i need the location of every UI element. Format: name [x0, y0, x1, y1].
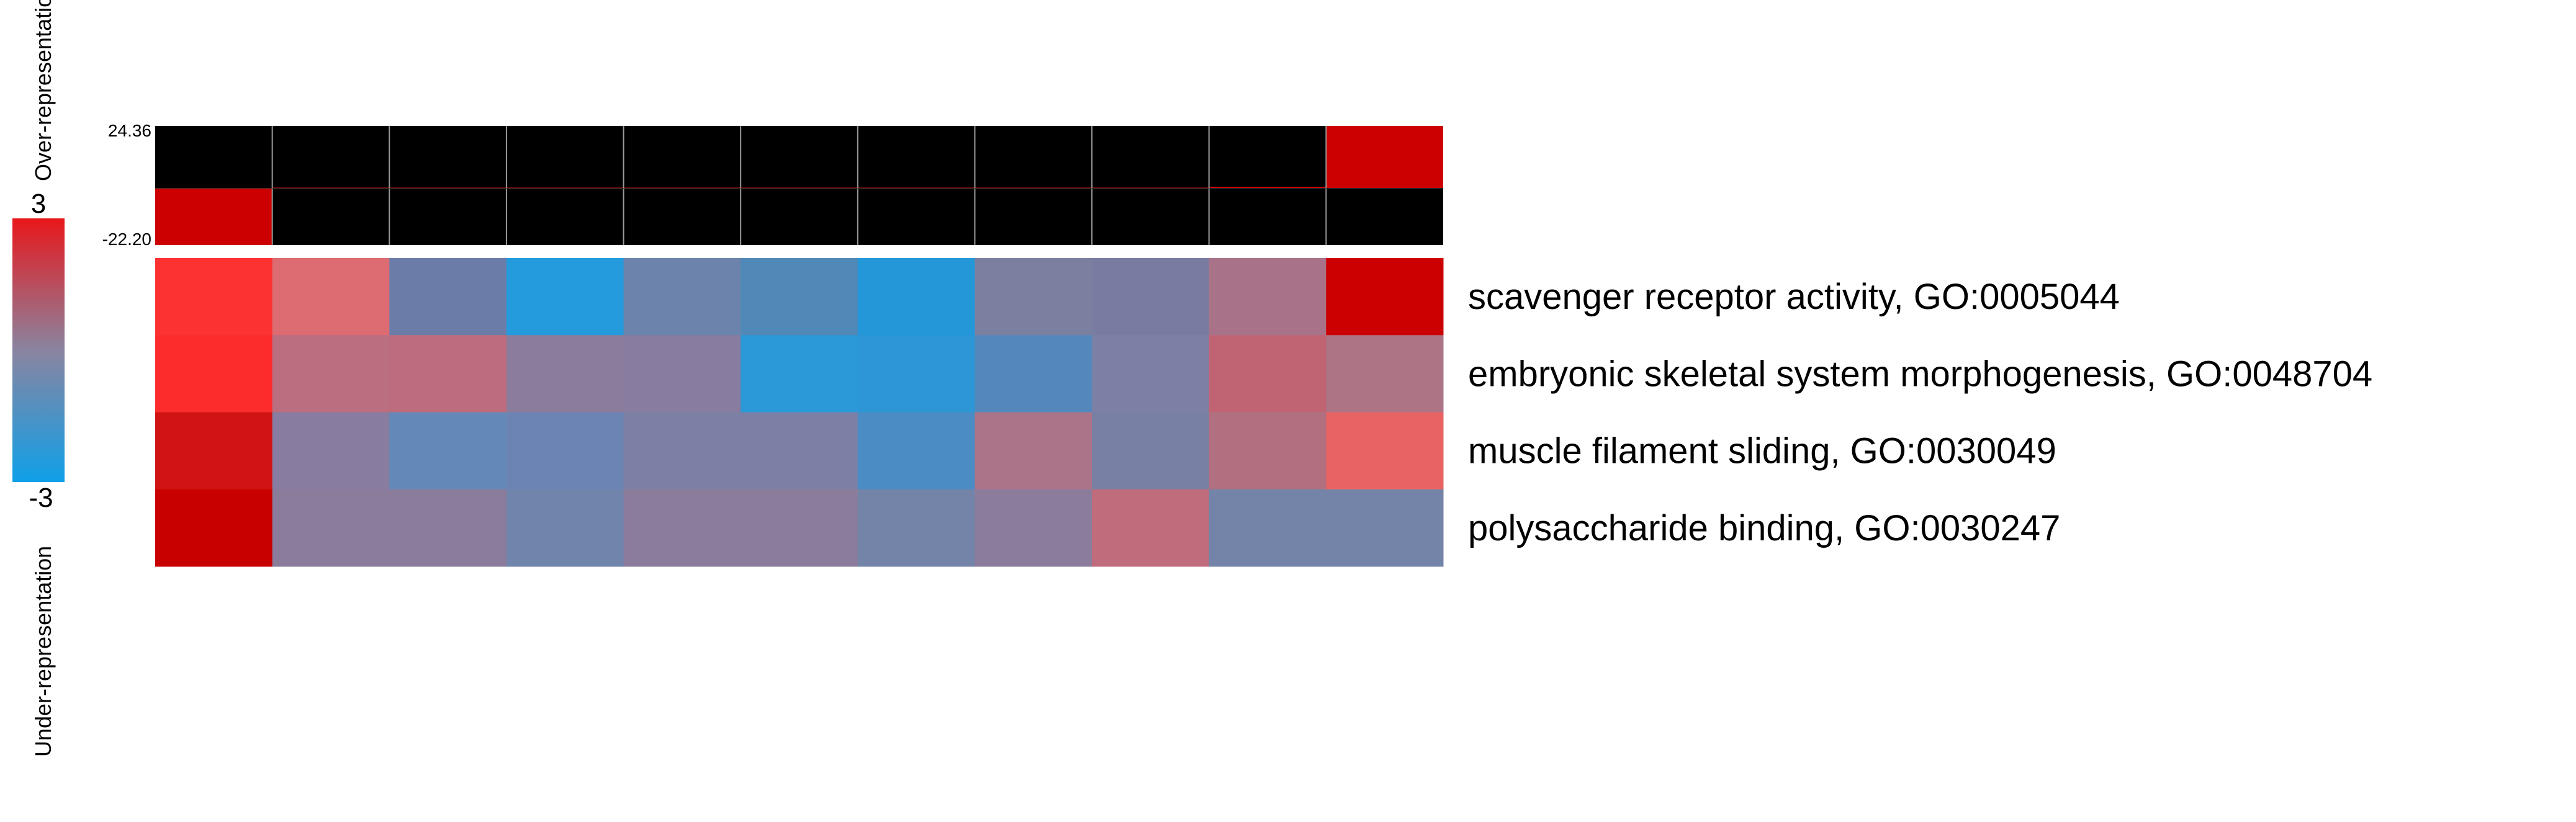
bar-min-label: -22.20 — [102, 230, 151, 249]
row-labels: scavenger receptor activity, GO:0005044 e… — [1468, 277, 2372, 548]
heatmap-cell — [1092, 412, 1210, 490]
heatmap-cell — [1092, 258, 1210, 336]
heatmap-cell — [272, 412, 390, 490]
bar-mark — [1326, 126, 1443, 189]
heatmap-cell — [741, 412, 858, 490]
bar-panel: 24.36 -22.20 — [102, 121, 1443, 249]
row-label: polysaccharide binding, GO:0030247 — [1468, 508, 2060, 548]
heatmap-cell — [155, 335, 273, 413]
heatmap-cell — [1326, 412, 1444, 490]
heatmap-cell — [857, 258, 975, 336]
heatmap-cells — [155, 258, 1444, 567]
heatmap-cell — [389, 489, 507, 567]
heatmap-cell — [389, 258, 507, 336]
heatmap-cell — [155, 258, 273, 336]
heatmap-cell — [623, 258, 741, 336]
bar-panel-background — [155, 126, 1443, 245]
heatmap-cell — [1209, 412, 1326, 490]
heatmap-cell — [741, 489, 858, 567]
heatmap-cell — [506, 258, 624, 336]
heatmap-cell — [857, 335, 975, 413]
heatmap-cell — [272, 489, 390, 567]
heatmap-cell — [975, 335, 1092, 413]
heatmap-cell — [741, 335, 858, 413]
heatmap-cell — [857, 489, 975, 567]
color-legend: Over-representation 3 -3 Under-represent… — [12, 0, 65, 757]
heatmap-cell — [623, 412, 741, 490]
heatmap-cell — [857, 412, 975, 490]
heatmap-cell — [272, 335, 390, 413]
heatmap-cell — [1209, 489, 1326, 567]
bar-mark — [1209, 186, 1326, 189]
legend-min-label: -3 — [29, 483, 53, 513]
heatmap-cell — [1209, 258, 1326, 336]
legend-max-label: 3 — [31, 189, 46, 219]
heatmap-cell — [1326, 335, 1444, 413]
legend-under-label: Under-representation — [30, 546, 56, 757]
row-label: embryonic skeletal system morphogenesis,… — [1468, 354, 2372, 394]
heatmap-cell — [975, 412, 1092, 490]
heatmap-cell — [623, 489, 741, 567]
heatmap-cell — [389, 412, 507, 490]
heatmap-cell — [1209, 335, 1326, 413]
legend-gradient-bar — [12, 218, 65, 482]
heatmap-cell — [272, 258, 390, 336]
heatmap-cell — [1092, 335, 1210, 413]
heatmap-cell — [975, 258, 1092, 336]
bar-max-label: 24.36 — [108, 121, 151, 140]
heatmap-cell — [1326, 258, 1444, 336]
heatmap-cell — [975, 489, 1092, 567]
heatmap-cell — [389, 335, 507, 413]
bar-column-dividers — [155, 126, 1443, 245]
heatmap-cell — [741, 258, 858, 336]
heatmap-cell — [506, 489, 624, 567]
heatmap-cell — [623, 335, 741, 413]
heatmap-cell — [155, 412, 273, 490]
bar-mark — [155, 188, 272, 245]
row-label: muscle filament sliding, GO:0030049 — [1468, 431, 2056, 471]
heatmap-cell — [1092, 489, 1210, 567]
legend-over-label: Over-representation — [30, 0, 56, 181]
heatmap-cell — [155, 489, 273, 567]
row-label: scavenger receptor activity, GO:0005044 — [1468, 277, 2120, 317]
heatmap-cell — [1326, 489, 1444, 567]
heatmap-cell — [506, 412, 624, 490]
heatmap-cell — [506, 335, 624, 413]
